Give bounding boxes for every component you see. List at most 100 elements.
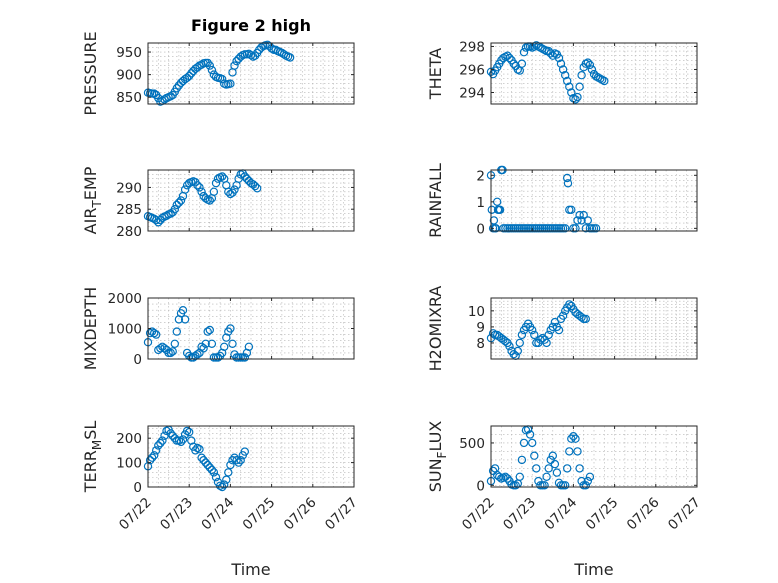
data-point-mixdepth [226,324,235,333]
axes-border [147,425,355,488]
data-point-sun-flux [583,476,593,486]
x-tick-label: 07/25 [240,495,279,534]
subplot-air-temp: 280 285 290 AIRTEMP [81,166,355,240]
x-tick-label: 07/22 [116,495,155,534]
data-point-air-temp [209,187,219,196]
data-point-mixdepth [213,353,223,362]
data-point-theta [509,59,518,68]
data-point-pressure [217,74,227,84]
data-point-theta [567,88,576,97]
data-point-mixdepth [180,315,190,324]
data-point-terr-msl [174,436,184,445]
data-point-terr-msl [222,475,231,484]
data-point-sun-flux [495,472,504,481]
axes-border [490,42,698,105]
data-point-mixdepth [244,342,254,351]
data-point-pressure [226,79,235,88]
data-point-pressure [182,73,192,83]
data-point-theta [583,58,593,67]
data-point-pressure [203,58,212,68]
data-point-mixdepth [151,330,161,339]
data-point-rainfall [573,216,582,225]
data-point-theta [499,53,508,63]
data-point-air-temp [211,178,221,188]
axes-border [490,169,698,232]
y-axis-label: H2OMIXRA [426,286,445,372]
axes-border [147,169,355,232]
subplot-pressure: 850 900 950 PRESSURE [81,31,355,116]
data-point-rainfall [561,224,570,233]
data-point-rainfall [591,224,601,233]
data-point-h2omixra [554,325,564,335]
data-point-terr-msl [145,456,155,465]
y-tick-label: 100 [116,456,142,472]
data-point-mixdepth [145,328,155,338]
data-point-terr-msl [201,458,210,467]
data-point-h2omixra [577,313,586,322]
y-tick-label: 500 [459,436,485,452]
data-point-terr-msl [240,447,249,456]
subplot-theta: 294 296 298 THETA [426,39,698,105]
x-tick-label: 07/27 [322,495,361,534]
y-tick-label: 900 [116,68,142,84]
data-point-terr-msl [154,441,163,450]
data-point-h2omixra [544,330,553,340]
data-point-mixdepth [168,347,177,356]
data-point-sun-flux [552,468,562,477]
data-point-mixdepth [166,348,175,358]
data-point-theta [587,65,597,74]
data-point-air-temp [253,184,262,193]
data-point-h2omixra [530,330,539,340]
y-axis-label: MIXDEPTH [81,287,100,370]
data-point-sun-flux [528,438,537,448]
axes-box [490,169,698,232]
data-point-theta [585,60,595,70]
data-point-air-temp [205,196,214,205]
data-point-rainfall [495,205,505,214]
data-point-mixdepth [172,327,181,336]
y-tick-label: 2 [476,168,485,184]
data-point-sun-flux [567,434,576,443]
data-point-terr-msl [199,456,208,465]
data-point-theta [546,49,555,58]
data-point-terr-msl [151,446,161,455]
data-point-sun-flux [585,472,595,481]
x-tick-label: 07/24 [198,495,237,534]
data-point-rainfall [575,210,584,220]
data-point-h2omixra [501,337,510,346]
y-tick-label: 298 [459,39,485,55]
y-tick-label: 1 [476,195,485,211]
data-point-h2omixra [581,314,591,324]
data-point-sun-flux [515,472,525,481]
data-point-air-temp [162,211,171,220]
data-point-terr-msl [178,435,188,444]
data-point-theta [565,82,574,91]
data-point-rainfall [571,224,580,233]
y-axis-label: SUNFLUX [426,421,449,493]
data-point-mixdepth [199,344,208,353]
y-tick-label: 1000 [108,322,142,338]
y-tick-label: 290 [116,180,142,196]
data-point-h2omixra [517,330,527,340]
data-point-mixdepth [201,339,210,348]
data-point-pressure [197,60,206,69]
data-point-terr-msl [166,429,175,438]
data-point-rainfall [581,224,591,233]
data-point-theta [540,45,549,55]
data-point-theta [519,48,529,57]
data-point-mixdepth [156,344,165,353]
data-point-pressure [193,63,202,72]
x-axis-label: Time [230,560,270,579]
y-tick-label: 9 [476,320,485,336]
data-point-sun-flux [569,432,578,441]
data-point-terr-msl [205,463,214,472]
data-point-sun-flux [517,455,527,465]
data-point-sun-flux [573,447,582,456]
data-point-mixdepth [178,306,188,315]
data-point-terr-msl [211,473,221,482]
data-point-air-temp [158,213,167,223]
data-point-air-temp [195,183,204,192]
y-axis-label: PRESSURE [81,31,100,115]
